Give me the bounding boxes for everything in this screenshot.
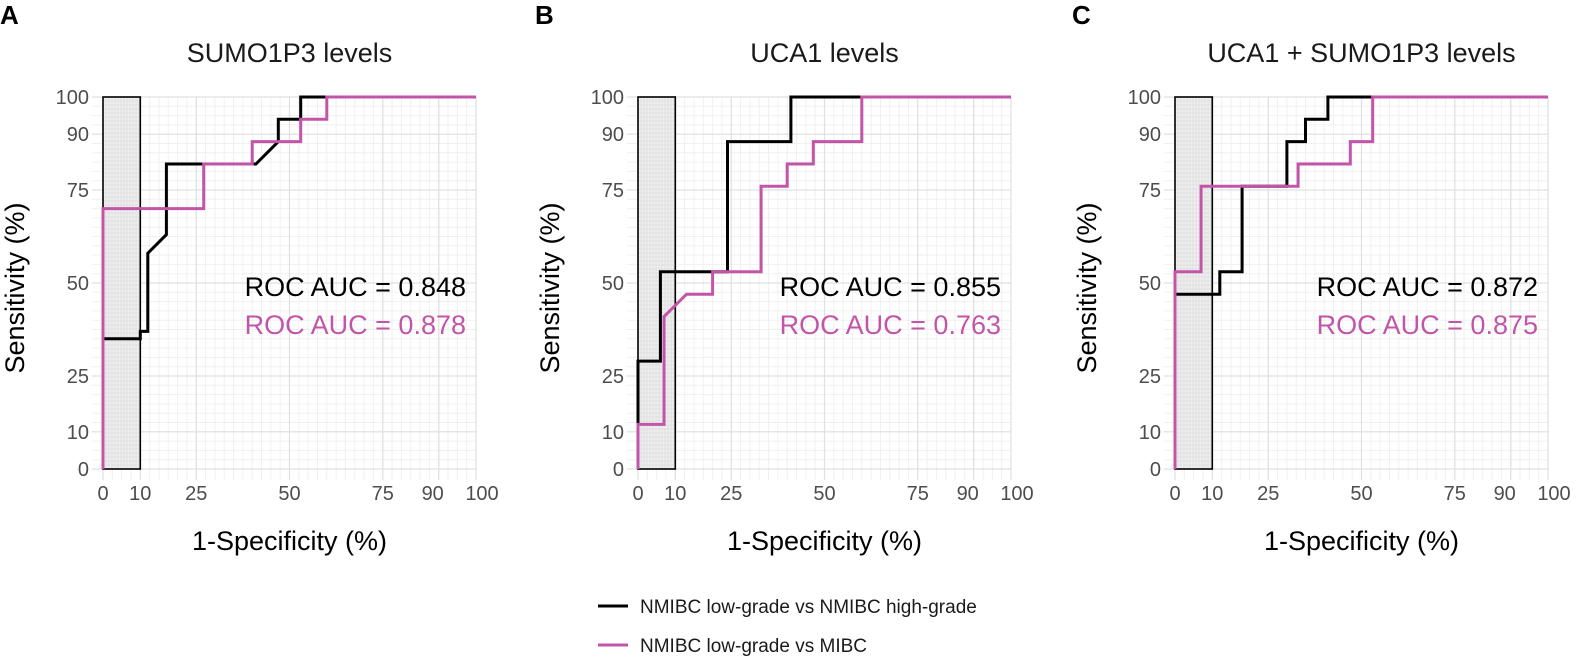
panel-letter: C xyxy=(1072,0,1091,30)
y-tick-label: 0 xyxy=(613,459,624,481)
x-tick-label: 0 xyxy=(97,483,108,505)
x-axis-title: 1-Specificity (%) xyxy=(192,526,387,556)
legend-label-1: NMIBC low-grade vs MIBC xyxy=(640,636,867,657)
partial-auc-region-border xyxy=(637,96,677,470)
x-tick-label: 10 xyxy=(1201,483,1223,505)
legend-label-0: NMIBC low-grade vs NMIBC high-grade xyxy=(640,597,977,618)
y-tick-label: 75 xyxy=(67,180,89,202)
x-tick-label: 10 xyxy=(129,483,151,505)
x-tick-label: 100 xyxy=(465,483,498,505)
x-tick-label: 50 xyxy=(278,483,300,505)
auc-label-mibc: ROC AUC = 0.763 xyxy=(780,310,1001,340)
x-tick-label: 90 xyxy=(957,483,979,505)
y-tick-label: 50 xyxy=(1139,273,1161,295)
x-tick-label: 75 xyxy=(1444,483,1466,505)
y-tick-label: 0 xyxy=(1150,459,1161,481)
y-tick-label: 10 xyxy=(602,422,624,444)
x-tick-label: 10 xyxy=(664,483,686,505)
auc-label-high-grade: ROC AUC = 0.848 xyxy=(245,272,466,302)
x-tick-label: 100 xyxy=(1000,483,1033,505)
x-tick-label: 25 xyxy=(185,483,207,505)
auc-label-mibc: ROC AUC = 0.875 xyxy=(1317,310,1538,340)
y-tick-label: 10 xyxy=(67,422,89,444)
x-tick-label: 90 xyxy=(1494,483,1516,505)
panel-letter: B xyxy=(535,0,554,30)
y-tick-label: 90 xyxy=(1139,124,1161,146)
y-tick-label: 10 xyxy=(1139,422,1161,444)
y-tick-label: 90 xyxy=(602,124,624,146)
x-axis-title: 1-Specificity (%) xyxy=(727,526,922,556)
auc-label-high-grade: ROC AUC = 0.872 xyxy=(1317,272,1538,302)
y-tick-label: 25 xyxy=(602,366,624,388)
roc-panel-a: 0 10 25 50 75 90 100 0 10 25 50 75 90 100 1-Specificit… xyxy=(0,0,499,556)
partial-auc-region-hatch xyxy=(638,97,676,469)
y-axis-title: Sensitivity (%) xyxy=(535,202,565,373)
roc-panel-b: 0 10 25 50 75 90 100 0 10 25 50 75 90 100 1-Specificit… xyxy=(535,0,1034,556)
legend: NMIBC low-grade vs NMIBC high-grade NMIB… xyxy=(598,597,977,657)
y-tick-label: 25 xyxy=(1139,366,1161,388)
panel-title: SUMO1P3 levels xyxy=(187,38,393,68)
partial-auc-region-hatch xyxy=(103,97,141,469)
roc-panel-c: 0 10 25 50 75 90 100 0 10 25 50 75 90 100 1-Specificit… xyxy=(1072,0,1571,556)
y-tick-label: 100 xyxy=(591,87,624,109)
y-tick-label: 75 xyxy=(1139,180,1161,202)
panel-title: UCA1 levels xyxy=(750,38,899,68)
x-tick-label: 50 xyxy=(1350,483,1372,505)
x-tick-label: 25 xyxy=(720,483,742,505)
x-tick-label: 90 xyxy=(422,483,444,505)
x-tick-label: 50 xyxy=(813,483,835,505)
x-tick-label: 25 xyxy=(1257,483,1279,505)
y-axis-title: Sensitivity (%) xyxy=(0,202,30,373)
roc-curve-mibc xyxy=(636,95,1011,469)
y-tick-label: 90 xyxy=(67,124,89,146)
roc-curve-mibc xyxy=(101,95,476,469)
roc-curve-high-grade xyxy=(101,95,476,469)
y-tick-label: 50 xyxy=(67,273,89,295)
auc-label-high-grade: ROC AUC = 0.855 xyxy=(780,272,1001,302)
partial-auc-region-hatch xyxy=(1175,97,1213,469)
auc-label-mibc: ROC AUC = 0.878 xyxy=(245,310,466,340)
y-tick-label: 50 xyxy=(602,273,624,295)
y-axis-title: Sensitivity (%) xyxy=(1072,202,1102,373)
x-tick-label: 75 xyxy=(907,483,929,505)
roc-curve-high-grade xyxy=(636,95,1011,469)
y-tick-label: 25 xyxy=(67,366,89,388)
x-tick-label: 0 xyxy=(1169,483,1180,505)
y-tick-label: 0 xyxy=(78,459,89,481)
panel-letter: A xyxy=(0,0,19,30)
x-tick-label: 75 xyxy=(372,483,394,505)
roc-curve-mibc xyxy=(1173,95,1548,469)
x-axis-title: 1-Specificity (%) xyxy=(1264,526,1459,556)
y-tick-label: 100 xyxy=(1128,87,1161,109)
panel-title: UCA1 + SUMO1P3 levels xyxy=(1207,38,1515,68)
x-tick-label: 100 xyxy=(1537,483,1570,505)
y-tick-label: 75 xyxy=(602,180,624,202)
y-tick-label: 100 xyxy=(56,87,89,109)
x-tick-label: 0 xyxy=(632,483,643,505)
